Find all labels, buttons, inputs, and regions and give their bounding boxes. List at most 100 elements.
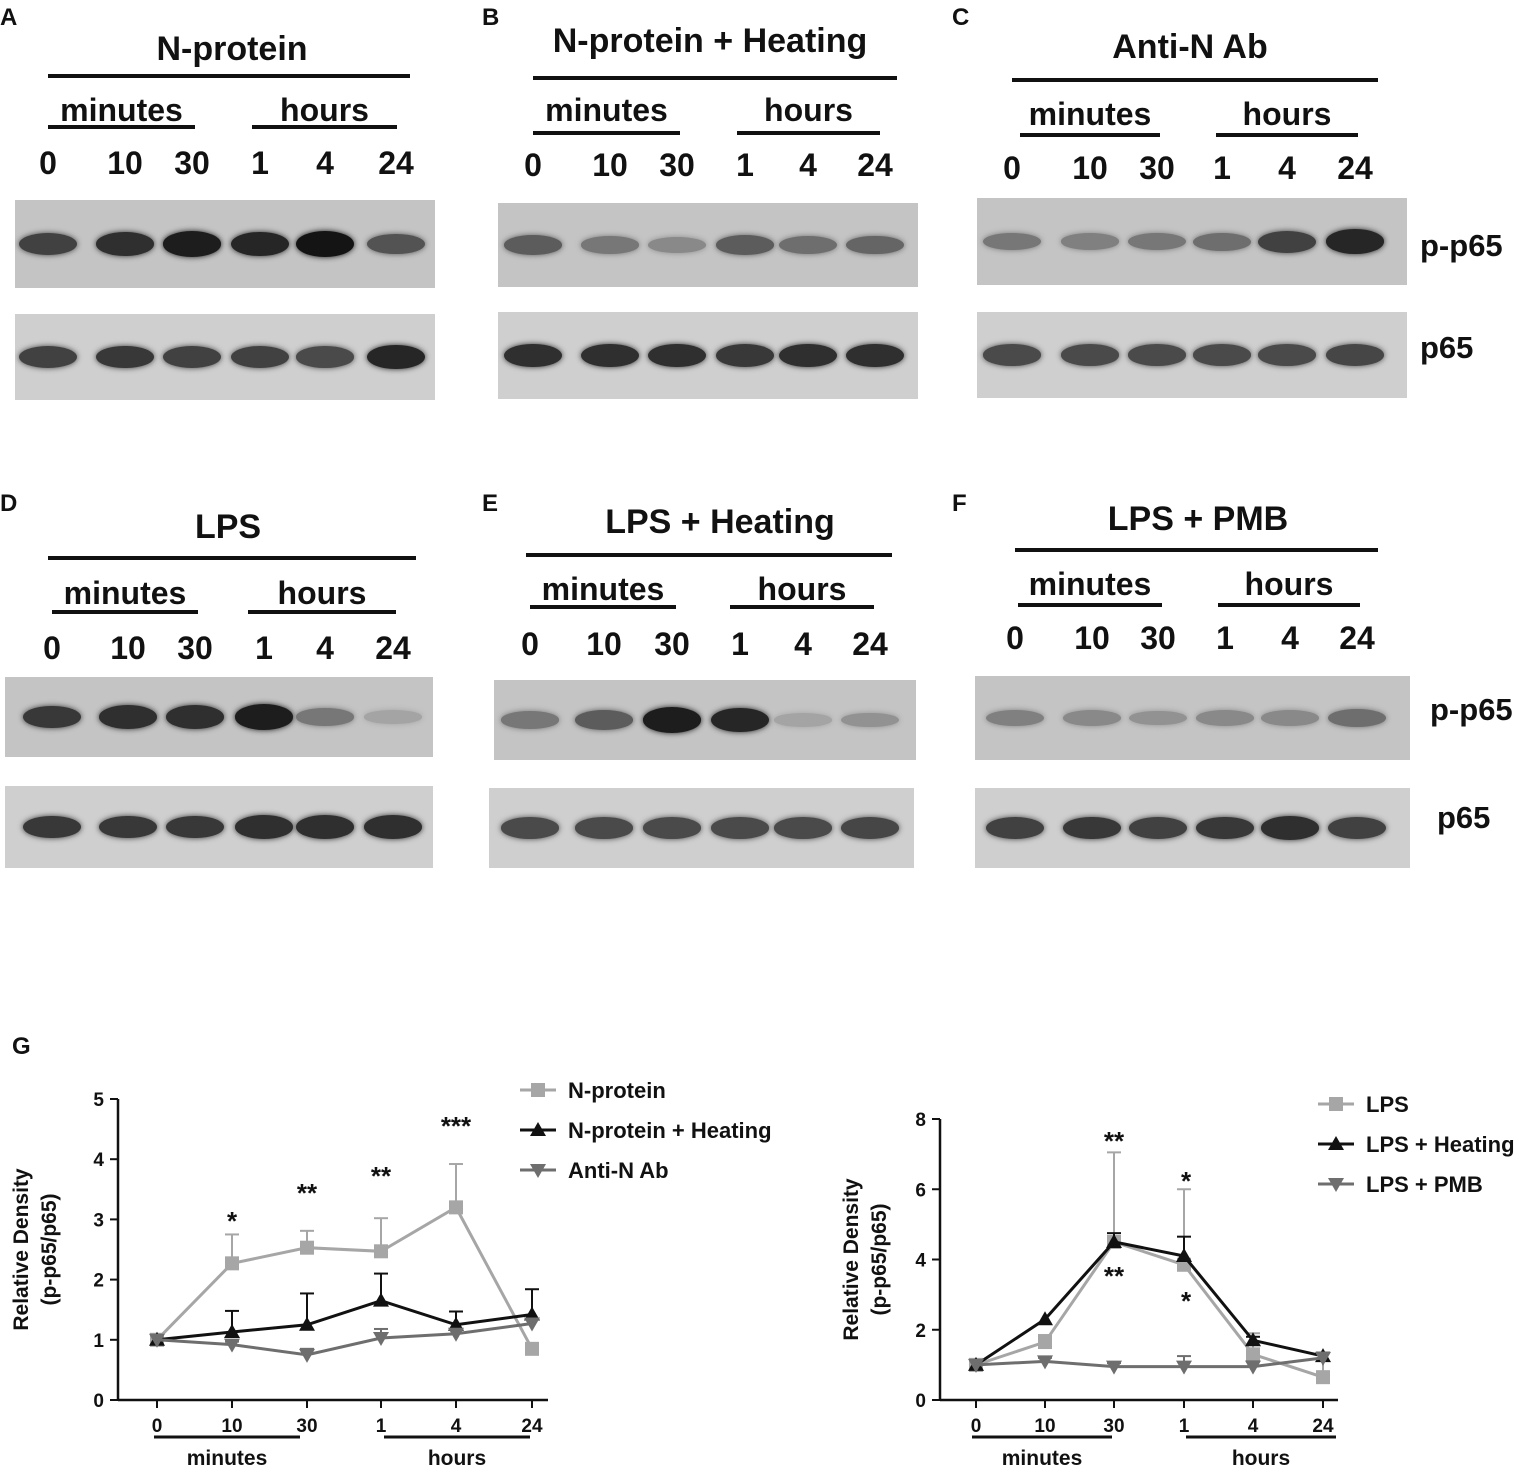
data-point xyxy=(149,1333,165,1348)
protein-band xyxy=(231,346,289,368)
protein-band xyxy=(711,707,769,733)
y-tick-label: 4 xyxy=(915,1251,926,1272)
protein-band xyxy=(1326,344,1384,366)
minutes-label: minutes xyxy=(541,571,665,607)
protein-band xyxy=(1061,344,1119,366)
protein-band xyxy=(1063,816,1121,840)
minutes-label: minutes xyxy=(1028,566,1152,602)
protein-band xyxy=(364,815,422,839)
lane-label: 0 xyxy=(1003,150,1021,186)
hours-label: hours xyxy=(277,575,367,611)
title-underline xyxy=(1015,548,1378,552)
data-point xyxy=(224,1323,240,1338)
legend-marker xyxy=(530,1164,546,1178)
y-tick-label: 8 xyxy=(915,1110,926,1131)
lane-label: 10 xyxy=(107,145,143,181)
data-point xyxy=(1106,1233,1122,1248)
protein-band xyxy=(19,346,77,368)
hours-underline xyxy=(248,610,396,614)
lane-label: 4 xyxy=(316,145,334,181)
p65-blot-strip xyxy=(977,312,1407,398)
protein-band xyxy=(643,817,701,839)
lane-label: 0 xyxy=(43,630,61,666)
x-tick-label: 1 xyxy=(376,1416,387,1437)
data-point xyxy=(1315,1351,1331,1366)
protein-band xyxy=(1128,232,1186,251)
data-point xyxy=(299,1316,315,1331)
protein-band xyxy=(23,705,81,729)
protein-band xyxy=(846,343,904,368)
lane-label: 4 xyxy=(794,626,812,662)
y-axis-label: Relative Density xyxy=(840,1178,863,1341)
minutes-underline xyxy=(1020,133,1160,137)
protein-band xyxy=(581,343,639,368)
p-p65-row-label: p-p65 xyxy=(1420,228,1503,263)
minutes-label: minutes xyxy=(60,92,183,128)
protein-band xyxy=(166,815,224,839)
significance-marker: * xyxy=(1181,1166,1192,1196)
protein-band xyxy=(779,343,837,368)
minutes-underline xyxy=(530,605,676,609)
lane-label: 24 xyxy=(375,630,411,666)
lane-label: 0 xyxy=(524,147,542,183)
data-point xyxy=(225,1256,239,1271)
x-tick-label: 30 xyxy=(296,1416,317,1437)
protein-band xyxy=(96,232,154,256)
legend-marker xyxy=(1328,1178,1344,1192)
significance-marker: ** xyxy=(297,1178,318,1208)
data-point xyxy=(449,1200,463,1215)
panel-title: N-protein + Heating xyxy=(552,22,868,60)
x-tick-label: 4 xyxy=(451,1416,462,1437)
minutes-label: minutes xyxy=(63,575,187,611)
lane-label: 24 xyxy=(852,626,888,662)
y-axis-label-unit: (p-p65/p65) xyxy=(868,1203,891,1315)
y-tick-label: 0 xyxy=(93,1391,104,1412)
y-axis-label: Relative Density xyxy=(10,1168,33,1331)
significance-marker: ** xyxy=(371,1161,392,1191)
p-p65-blot-strip xyxy=(975,676,1410,760)
data-point xyxy=(1106,1360,1122,1375)
protein-band xyxy=(643,707,701,733)
significance-marker: * xyxy=(1181,1286,1192,1316)
minutes-group-label: minutes xyxy=(1002,1447,1083,1470)
lane-label: 10 xyxy=(592,147,628,183)
y-tick-label: 2 xyxy=(915,1321,926,1342)
y-tick-label: 5 xyxy=(93,1090,104,1111)
y-tick-label: 2 xyxy=(93,1271,104,1292)
protein-band xyxy=(235,704,293,730)
hours-label: hours xyxy=(757,571,847,607)
protein-band xyxy=(504,235,562,255)
title-underline xyxy=(533,76,897,80)
lane-label: 24 xyxy=(378,145,414,181)
protein-band xyxy=(1193,232,1251,251)
panel-letter-g: G xyxy=(12,1033,31,1060)
significance-marker: *** xyxy=(441,1111,472,1141)
protein-band xyxy=(19,233,77,255)
p-p65-blot-strip xyxy=(977,198,1407,285)
hours-label: hours xyxy=(280,92,369,128)
series-line xyxy=(975,1240,1324,1367)
y-tick-label: 4 xyxy=(93,1150,104,1171)
protein-band xyxy=(1261,816,1319,840)
p65-blot-strip xyxy=(15,314,435,400)
x-tick-label: 10 xyxy=(221,1416,242,1437)
panel-letter: D xyxy=(0,490,18,517)
legend-marker xyxy=(1328,1136,1344,1150)
protein-band xyxy=(1061,233,1119,250)
significance-marker: ** xyxy=(1104,1126,1125,1156)
x-tick-label: 10 xyxy=(1034,1416,1055,1437)
protein-band xyxy=(163,346,221,368)
panel-letter: C xyxy=(952,4,970,31)
protein-band xyxy=(1128,344,1186,366)
legend-marker xyxy=(1329,1097,1343,1111)
hours-underline xyxy=(1216,133,1358,137)
significance-marker: * xyxy=(227,1206,238,1236)
minutes-underline xyxy=(48,125,195,129)
panel-letter: B xyxy=(482,4,500,31)
data-point xyxy=(1246,1347,1260,1362)
series-line xyxy=(155,1205,534,1350)
protein-band xyxy=(1326,229,1384,254)
legend-label: LPS xyxy=(1366,1092,1409,1117)
hours-underline xyxy=(737,131,880,135)
